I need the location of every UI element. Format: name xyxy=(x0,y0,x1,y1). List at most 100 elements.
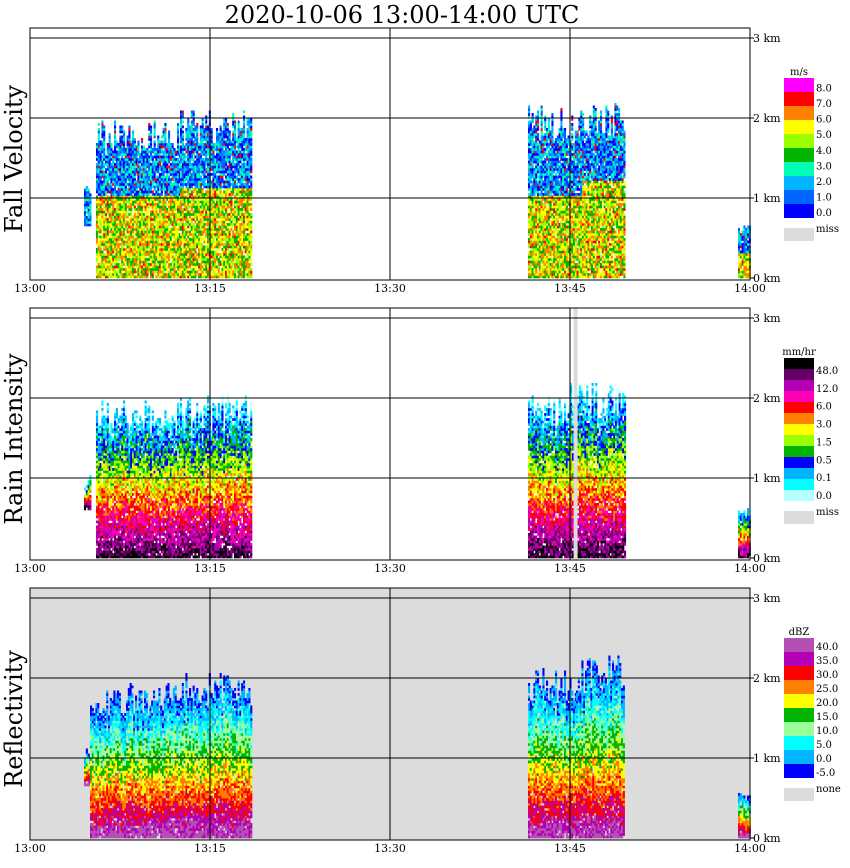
echo-cell xyxy=(98,156,100,159)
echo-cell xyxy=(198,253,200,256)
echo-cell xyxy=(175,246,177,249)
echo-cell xyxy=(248,233,250,236)
echo-cell xyxy=(528,201,530,204)
echo-cell xyxy=(205,186,207,189)
echo-cell xyxy=(193,148,195,151)
echo-cell xyxy=(243,171,245,174)
echo-cell xyxy=(187,203,189,206)
echo-cell xyxy=(166,261,168,264)
echo-cell xyxy=(123,168,125,171)
echo-cell xyxy=(528,228,530,231)
echo-cell xyxy=(130,208,132,211)
echo-cell xyxy=(216,153,218,156)
echo-cell xyxy=(203,241,205,244)
echo-cell xyxy=(245,176,247,179)
echo-cell xyxy=(227,231,229,234)
echo-cell xyxy=(211,151,213,154)
echo-cell xyxy=(239,131,241,134)
echo-cell xyxy=(107,241,109,244)
echo-cell xyxy=(163,131,165,134)
echo-cell xyxy=(234,251,236,254)
echo-cell xyxy=(141,208,143,211)
echo-cell xyxy=(130,236,132,239)
echo-cell xyxy=(118,221,120,224)
echo-cell xyxy=(170,146,172,149)
echo-cell xyxy=(132,233,134,236)
echo-cell xyxy=(218,271,220,274)
echo-cell xyxy=(221,173,223,176)
echo-cell xyxy=(205,191,207,194)
echo-cell xyxy=(118,186,120,189)
echo-cell xyxy=(193,178,195,181)
echo-cell xyxy=(139,166,141,169)
echo-cell xyxy=(202,133,204,136)
echo-cell xyxy=(119,173,121,176)
echo-cell xyxy=(193,203,195,206)
echo-cell xyxy=(166,253,168,256)
echo-cell xyxy=(114,138,116,141)
echo-cell xyxy=(241,173,243,176)
echo-cell xyxy=(146,276,148,279)
echo-cell xyxy=(185,213,187,216)
echo-cell xyxy=(247,238,249,241)
echo-cell xyxy=(180,233,182,236)
echo-cell xyxy=(248,221,250,224)
echo-cell xyxy=(105,178,107,181)
echo-cell xyxy=(247,228,249,231)
echo-cell xyxy=(182,113,184,116)
echo-cell xyxy=(168,148,170,151)
echo-cell xyxy=(177,161,179,164)
echo-cell xyxy=(532,163,534,166)
echo-cell xyxy=(100,228,102,231)
echo-cell xyxy=(107,186,109,189)
echo-cell xyxy=(227,211,229,214)
echo-cell xyxy=(194,206,196,209)
echo-cell xyxy=(194,253,196,256)
echo-cell xyxy=(173,263,175,266)
echo-cell xyxy=(205,168,207,171)
echo-cell xyxy=(157,181,159,184)
echo-cell xyxy=(191,246,193,249)
echo-cell xyxy=(145,238,147,241)
echo-cell xyxy=(125,208,127,211)
echo-cell xyxy=(110,226,112,229)
echo-cell xyxy=(220,161,222,164)
echo-cell xyxy=(89,214,91,217)
echo-cell xyxy=(211,228,213,231)
echo-cell xyxy=(125,176,127,179)
echo-cell xyxy=(239,146,241,149)
echo-cell xyxy=(212,276,214,279)
echo-cell xyxy=(187,166,189,169)
echo-cell xyxy=(166,266,168,269)
echo-cell xyxy=(211,173,213,176)
echo-cell xyxy=(187,241,189,244)
echo-cell xyxy=(248,186,250,189)
echo-cell xyxy=(221,193,223,196)
echo-cell xyxy=(177,126,179,129)
echo-cell xyxy=(141,178,143,181)
echo-cell xyxy=(212,203,214,206)
echo-cell xyxy=(173,203,175,206)
echo-cell xyxy=(116,228,118,231)
echo-cell xyxy=(247,186,249,189)
echo-cell xyxy=(155,221,157,224)
echo-cell xyxy=(239,173,241,176)
echo-cell xyxy=(248,201,250,204)
echo-cell xyxy=(202,276,204,279)
echo-cell xyxy=(238,133,240,136)
echo-cell xyxy=(528,208,530,211)
echo-cell xyxy=(141,261,143,264)
echo-cell xyxy=(161,151,163,154)
echo-cell xyxy=(88,206,90,209)
echo-cell xyxy=(125,241,127,244)
echo-cell xyxy=(136,241,138,244)
echo-cell xyxy=(116,201,118,204)
echo-cell xyxy=(180,271,182,274)
echo-cell xyxy=(109,253,111,256)
echo-cell xyxy=(157,161,159,164)
echo-cell xyxy=(193,231,195,234)
echo-cell xyxy=(182,193,184,196)
echo-cell xyxy=(127,188,129,191)
echo-cell xyxy=(143,206,145,209)
echo-cell xyxy=(177,183,179,186)
